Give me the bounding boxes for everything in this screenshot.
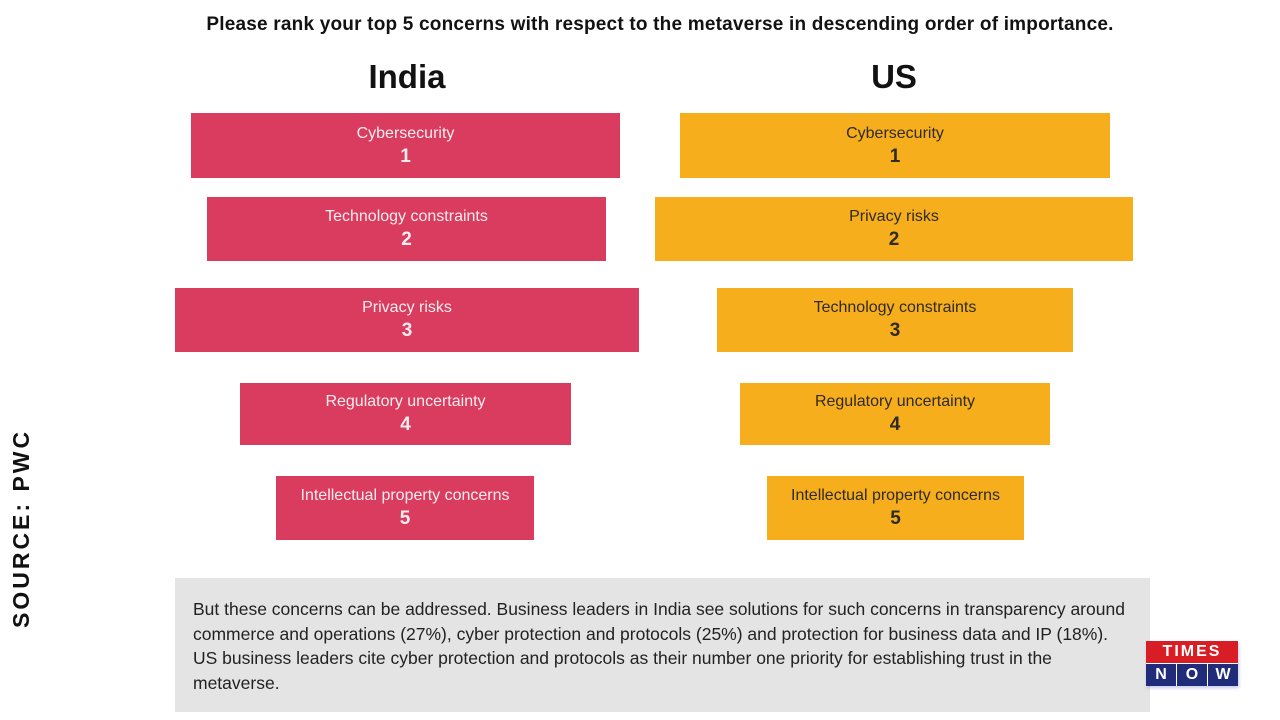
india-rank-4-bar: Regulatory uncertainty 4: [240, 383, 571, 445]
times-now-logo-times: TIMES: [1146, 641, 1238, 663]
chart-title: Please rank your top 5 concerns with res…: [206, 14, 1114, 35]
india-rank-1-bar: Cybersecurity 1: [191, 113, 620, 178]
india-rank-3-bar: Privacy risks 3: [175, 288, 639, 352]
us-rank-4-bar: Regulatory uncertainty 4: [740, 383, 1050, 445]
india-rank-3-concern: Privacy risks: [362, 299, 452, 316]
india-rank-2-number: 2: [401, 229, 412, 250]
india-rank-1-concern: Cybersecurity: [356, 124, 455, 142]
source-label: SOURCE: PWC: [8, 428, 34, 628]
us-rank-5-concern: Intellectual property concerns: [791, 487, 1000, 504]
india-rank-2-bar: Technology constraints 2: [207, 197, 606, 261]
india-rank-2-concern: Technology constraints: [325, 208, 488, 225]
column-header-us: US: [871, 58, 917, 95]
us-rank-2-bar: Privacy risks 2: [655, 197, 1133, 261]
logo-letter-w: W: [1208, 664, 1238, 686]
column-header-india: India: [368, 58, 446, 95]
india-rank-4-concern: Regulatory uncertainty: [325, 393, 486, 410]
logo-letter-o: O: [1177, 664, 1207, 686]
us-rank-3-bar: Technology constraints 3: [717, 288, 1073, 352]
times-now-logo-now: N O W: [1146, 663, 1238, 686]
india-rank-5-number: 5: [399, 508, 411, 529]
us-rank-2-concern: Privacy risks: [849, 208, 939, 225]
note-text: But these concerns can be addressed. Bus…: [193, 599, 1125, 693]
logo-letter-n: N: [1146, 664, 1176, 686]
us-rank-4-concern: Regulatory uncertainty: [814, 393, 976, 410]
us-rank-5-number: 5: [890, 508, 901, 529]
india-rank-5-bar: Intellectual property concerns 5: [276, 476, 534, 540]
india-rank-1-number: 1: [400, 145, 411, 167]
india-rank-3-number: 3: [401, 320, 413, 341]
times-now-logo: TIMES N O W: [1146, 641, 1238, 686]
us-rank-3-concern: Technology constraints: [813, 299, 977, 316]
india-rank-4-number: 4: [400, 414, 411, 435]
us-rank-1-bar: Cybersecurity 1: [680, 113, 1110, 178]
us-rank-1-number: 1: [889, 145, 901, 167]
us-rank-4-number: 4: [889, 414, 901, 435]
note-box: But these concerns can be addressed. Bus…: [175, 578, 1150, 712]
us-rank-3-number: 3: [889, 320, 901, 341]
india-rank-5-concern: Intellectual property concerns: [300, 487, 510, 504]
us-rank-2-number: 2: [888, 229, 900, 250]
us-rank-5-bar: Intellectual property concerns 5: [767, 476, 1024, 540]
us-rank-1-concern: Cybersecurity: [846, 124, 944, 142]
